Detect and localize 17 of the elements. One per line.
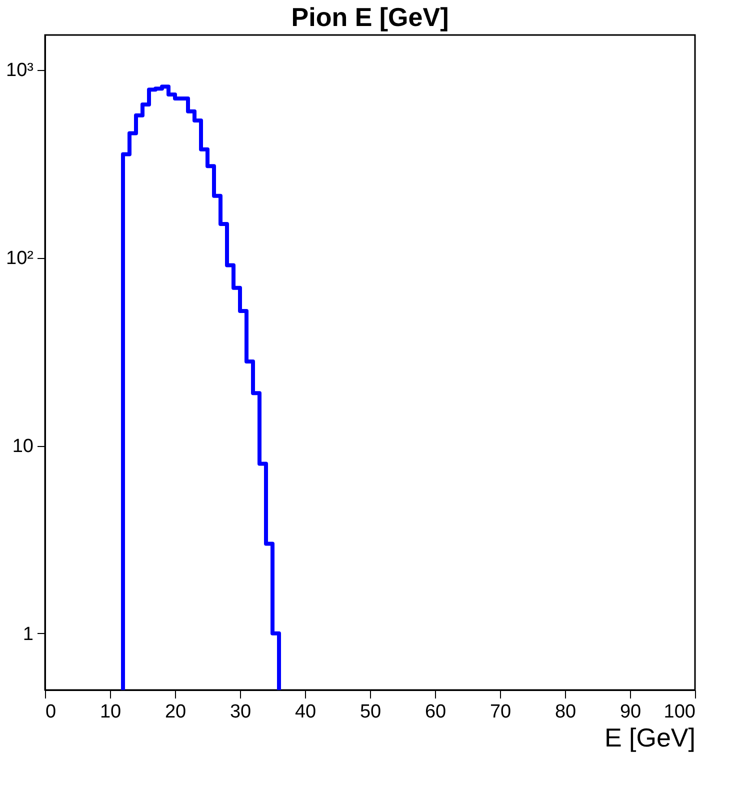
x-tick-label: 70 — [490, 702, 512, 722]
x-tick-label: 30 — [230, 702, 252, 722]
x-tick-label: 60 — [424, 702, 446, 722]
y-tick-label: 10³ — [6, 60, 34, 82]
x-tick-label: 10 — [100, 702, 122, 722]
x-axis-title: E [GeV] — [604, 722, 696, 752]
x-tick-label: 100 — [664, 702, 696, 722]
x-tick-label: 20 — [164, 702, 186, 722]
x-tick-label: 80 — [554, 702, 576, 722]
x-tick-label: 40 — [294, 702, 316, 722]
x-tick-label: 0 — [46, 702, 56, 722]
x-tick-label: 90 — [620, 702, 642, 722]
chart-title: Pion E [GeV] — [291, 2, 449, 32]
y-tick-label: 10 — [12, 436, 34, 458]
x-tick-label: 50 — [360, 702, 382, 722]
y-tick-label: 10² — [6, 248, 34, 270]
y-tick-label: 1 — [22, 624, 34, 645]
